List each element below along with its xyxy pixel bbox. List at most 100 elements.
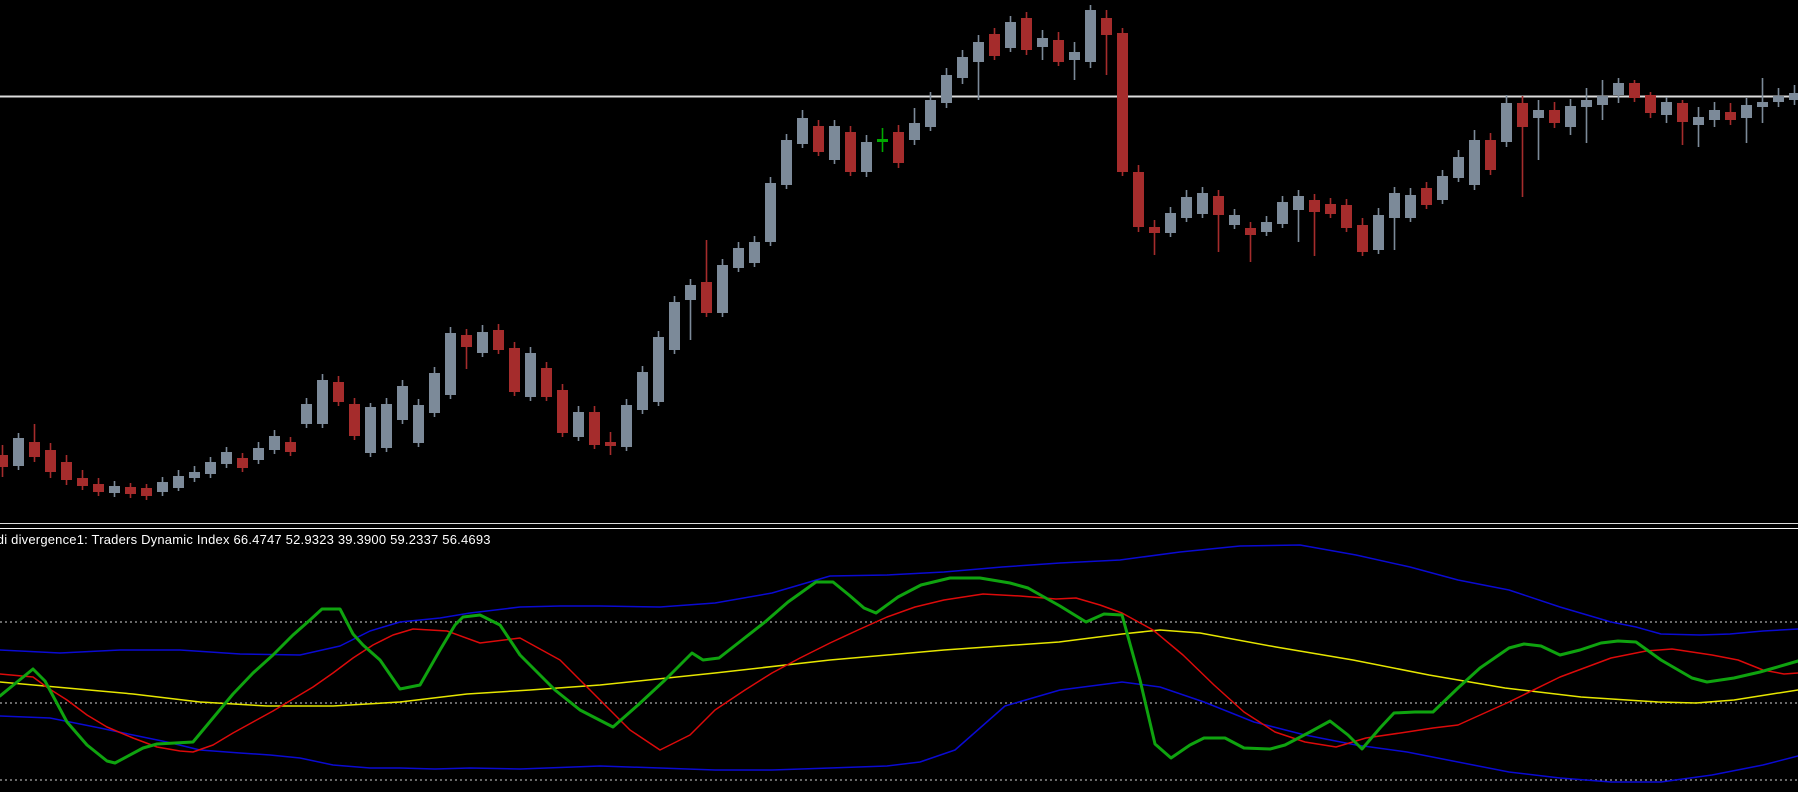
candle [781,134,792,189]
candle [1021,12,1032,55]
candle [637,366,648,414]
candle [237,453,248,472]
candle [221,447,232,468]
candle [877,128,888,152]
candle [29,424,40,462]
candle [1213,190,1224,252]
candle [1661,97,1672,123]
candle [1485,133,1496,175]
candle [701,240,712,317]
candle [141,484,152,500]
candle [1373,208,1384,254]
candle [605,432,616,455]
candle [189,466,200,482]
candle [797,110,808,148]
candle [973,35,984,100]
candle [333,376,344,406]
candle [461,329,472,369]
candle [749,236,760,267]
candle [1469,130,1480,190]
indicator-line-lower_volatility_band [0,681,1798,783]
candle [1565,99,1576,135]
indicator-line-rsi_price_line [0,576,1798,765]
candle [1501,95,1512,147]
candle [509,342,520,396]
pane-separator-line-bottom[interactable] [0,528,1798,529]
candle [1693,107,1704,147]
candle [349,398,360,440]
candle [1069,42,1080,80]
candle [941,68,952,108]
candle [1645,92,1656,118]
candle [1437,170,1448,204]
candle [1293,190,1304,242]
candle [1085,5,1096,68]
candle [1005,16,1016,52]
candle [1709,102,1720,127]
candle [109,481,120,497]
candle [557,384,568,437]
candle [1197,187,1208,218]
candle [909,108,920,145]
candle [1309,194,1320,256]
candle [1117,28,1128,176]
candle [541,362,552,401]
candle [1549,102,1560,128]
candle [525,347,536,401]
candle [733,242,744,272]
candle [93,478,104,496]
candle [1389,187,1400,250]
candle [1133,165,1144,232]
candle [1101,10,1112,75]
indicator-line-upper_volatility_band [0,544,1798,656]
candle [0,445,8,477]
candle [1149,220,1160,255]
candle [445,327,456,399]
candle [1613,78,1624,103]
candle [45,443,56,478]
price-chart[interactable] [0,0,1798,523]
candle [173,470,184,491]
candle [1261,216,1272,236]
candle [317,374,328,428]
candle [253,442,264,464]
candle [893,125,904,168]
candle [1453,150,1464,182]
candle [1741,98,1752,143]
candle [1037,30,1048,60]
candle [1165,207,1176,237]
tdi-indicator-chart[interactable] [0,530,1798,792]
candle [269,430,280,454]
candle [989,28,1000,60]
candle [381,398,392,452]
candle [1053,32,1064,66]
candle [653,331,664,406]
price-pane[interactable] [0,0,1798,523]
indicator-pane[interactable] [0,530,1798,792]
candle [765,177,776,246]
candle [1757,78,1768,123]
candle [1725,103,1736,125]
indicator-label: tdi divergence1: Traders Dynamic Index 6… [0,532,491,547]
candle [1677,100,1688,145]
candle [77,470,88,490]
candle [861,135,872,177]
candle [477,325,488,357]
candle [1421,182,1432,209]
candle [573,406,584,441]
candle [365,403,376,457]
candle [845,126,856,176]
indicator-line-market_base_line [0,629,1798,707]
candle [301,398,312,428]
candle [621,399,632,451]
candle [1789,85,1798,105]
candle [813,120,824,156]
candle [429,367,440,417]
candle [1533,100,1544,160]
indicator-line-trade_signal_line [0,593,1798,753]
candle [1517,96,1528,197]
candle [61,455,72,485]
pane-separator-line-top[interactable] [0,523,1798,524]
candle [1229,209,1240,229]
